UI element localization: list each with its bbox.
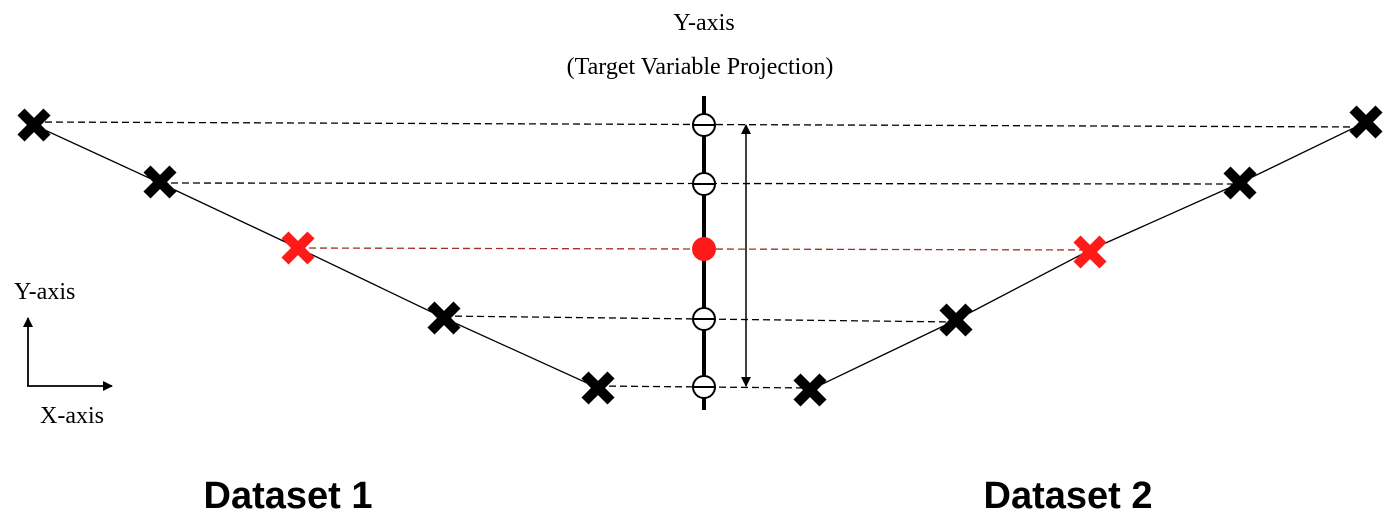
dataset-2-label: Dataset 2 (984, 475, 1153, 517)
x-mark-icon-highlight (1073, 235, 1107, 269)
x-mark-icon (17, 108, 51, 142)
open-circle-icon (692, 307, 716, 331)
open-circle-icon (692, 375, 716, 399)
open-circle-icon (692, 172, 716, 196)
x-mark-icon (1349, 105, 1383, 139)
x-mark-icon (939, 303, 973, 337)
x-mark-icon (427, 301, 461, 335)
axis-title-line2: (Target Variable Projection) (567, 54, 834, 80)
projection-line (597, 385, 811, 389)
x-mark-icon (793, 373, 827, 407)
dataset-1-line (33, 124, 599, 389)
dataset-1-label: Dataset 1 (204, 475, 373, 517)
open-circle-icon (692, 113, 716, 137)
x-mark-icon (1223, 166, 1257, 200)
x-mark-icon (143, 165, 177, 199)
legend-x-label: X-axis (40, 403, 104, 429)
projection-markers (692, 113, 716, 399)
axes-legend: Y-axis X-axis (14, 279, 113, 429)
axis-title-line1: Y-axis (673, 10, 734, 36)
x-mark-icon-highlight (281, 231, 315, 265)
legend-y-label: Y-axis (14, 279, 75, 305)
x-mark-icon (581, 371, 615, 405)
filled-circle-icon (692, 237, 716, 261)
data-point-markers (17, 105, 1383, 407)
